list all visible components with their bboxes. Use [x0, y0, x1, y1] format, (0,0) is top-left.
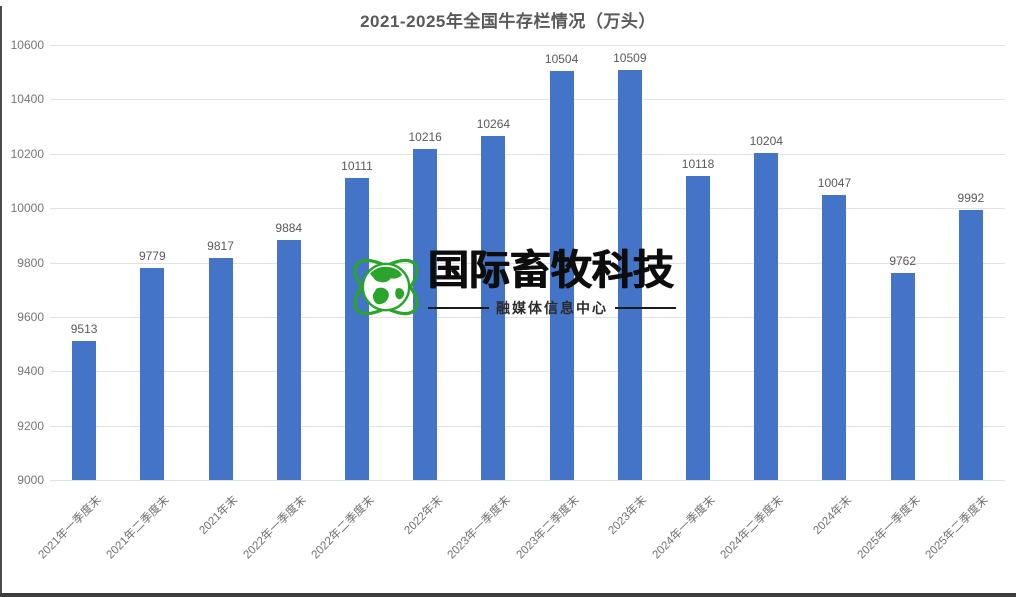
x-axis-tick-label: 2023年一季度末	[445, 494, 513, 562]
bar	[890, 272, 915, 480]
bar-value-label: 10204	[749, 133, 783, 148]
x-axis-tick-label: 2022年末	[401, 494, 445, 537]
watermark-subtitle-text: 融媒体信息中心	[496, 300, 608, 317]
x-axis-tick-label: 2021年二季度末	[104, 494, 172, 562]
x-axis-tick-label: 2022年一季度末	[241, 494, 309, 562]
x-axis-tick-label: 2021年一季度末	[36, 494, 104, 562]
bar	[276, 239, 301, 480]
bar	[549, 71, 574, 480]
gridline	[50, 262, 1005, 264]
x-axis-tick-label: 2022年二季度末	[309, 494, 377, 562]
bar-value-label: 10216	[408, 130, 442, 145]
bar	[344, 177, 369, 480]
gridline	[50, 316, 1005, 318]
bar	[958, 210, 983, 480]
bar	[822, 195, 847, 480]
watermark-subtitle-row: 融媒体信息中心	[428, 298, 676, 318]
gridline	[50, 208, 1005, 210]
watermark-brand-text: 国际畜牧科技	[428, 247, 674, 293]
bar-value-label: 10118	[681, 157, 715, 172]
watermark-left-rule	[428, 307, 489, 310]
bar-value-label: 10509	[613, 50, 647, 65]
gridline	[50, 480, 1005, 481]
bar-value-label: 9884	[275, 220, 303, 235]
gridline	[50, 45, 1005, 46]
screenshot-bottom-edge	[0, 593, 1016, 597]
y-axis-tick-label: 9800	[17, 255, 44, 270]
gridline	[50, 99, 1005, 101]
bar-value-label: 9513	[70, 321, 98, 336]
gridline	[50, 371, 1005, 373]
watermark-text-block: 国际畜牧科技 融媒体信息中心	[428, 245, 676, 318]
bar	[72, 340, 97, 480]
y-axis-tick-label: 10000	[10, 201, 44, 216]
bar	[617, 69, 642, 480]
x-axis-tick-label: 2021年末	[197, 494, 241, 537]
screenshot-left-edge	[0, 6, 2, 597]
y-axis-tick-label: 10600	[10, 38, 44, 52]
x-axis-tick-label: 2025年二季度末	[923, 494, 991, 562]
y-axis-tick-label: 10400	[10, 92, 44, 107]
watermark-right-rule	[615, 307, 676, 310]
bar	[686, 176, 711, 480]
y-axis-tick-label: 9000	[17, 473, 44, 487]
watermark: 国际畜牧科技 融媒体信息中心	[346, 245, 676, 333]
globe-orbit-icon	[353, 258, 419, 316]
y-axis-tick-label: 9200	[17, 418, 44, 433]
gridline	[50, 153, 1005, 155]
bar-value-label: 9992	[957, 191, 985, 206]
x-axis-tick-label: 2024年一季度末	[650, 494, 718, 562]
bar-value-label: 9779	[138, 249, 166, 264]
bar	[754, 152, 779, 480]
bar	[208, 257, 233, 480]
bar-value-label: 10111	[341, 158, 373, 173]
bar-value-label: 9762	[889, 253, 917, 268]
x-axis-tick-label: 2024年末	[811, 494, 855, 537]
bar	[140, 268, 165, 480]
x-axis-tick-label: 2023年末	[606, 494, 650, 537]
x-axis-tick-label: 2025年一季度末	[855, 494, 923, 562]
x-axis-tick-label: 2024年二季度末	[718, 494, 786, 562]
y-axis-tick-label: 10200	[10, 146, 44, 161]
y-axis-tick-label: 9400	[17, 364, 44, 379]
bar-value-label: 10047	[817, 176, 852, 191]
bar	[413, 149, 438, 480]
chart-title: 2021-2025年全国牛存栏情况（万头）	[360, 12, 656, 31]
bar-value-label: 10264	[476, 117, 511, 132]
y-axis-tick-label: 9600	[17, 309, 44, 324]
bar-value-label: 9817	[207, 238, 234, 253]
gridline	[50, 425, 1005, 427]
x-axis-tick-label: 2023年二季度末	[513, 494, 582, 562]
bar-value-label: 10504	[544, 52, 579, 67]
